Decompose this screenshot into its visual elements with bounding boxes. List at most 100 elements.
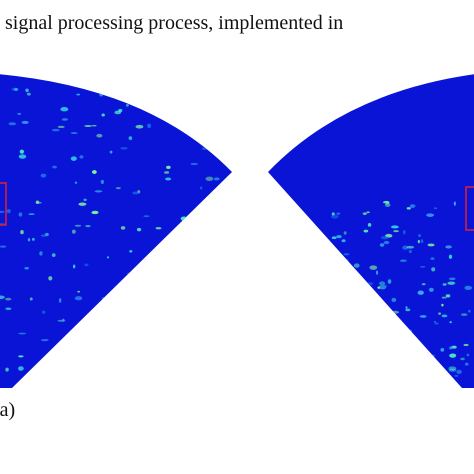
speckle <box>137 371 142 374</box>
speckle <box>440 348 445 352</box>
speckle <box>74 224 82 227</box>
speckle <box>368 297 377 300</box>
speckle <box>41 234 47 237</box>
speckle <box>369 265 378 270</box>
speckle <box>127 272 134 275</box>
speckle <box>404 359 409 363</box>
speckle <box>114 295 121 298</box>
speckle <box>50 75 56 79</box>
speckle <box>29 297 33 301</box>
speckle <box>203 127 208 132</box>
speckle <box>135 124 144 129</box>
speckle <box>343 253 350 256</box>
speckle <box>368 287 373 293</box>
speckle <box>402 245 409 250</box>
speckle <box>176 294 183 298</box>
speckle <box>83 345 87 351</box>
speckle <box>204 142 211 147</box>
speckle <box>403 352 411 357</box>
speckle <box>466 353 470 357</box>
speckle <box>37 378 41 381</box>
speckle <box>164 171 170 174</box>
speckle <box>39 251 43 256</box>
speckle <box>61 118 69 121</box>
speckle <box>194 320 202 324</box>
speckle <box>336 212 341 215</box>
speckle <box>17 112 22 115</box>
panel-label: (a) <box>0 399 15 421</box>
speckle <box>8 122 17 126</box>
speckle <box>341 239 346 243</box>
speckle <box>339 382 347 387</box>
speckle <box>406 245 415 249</box>
speckle <box>24 266 30 270</box>
speckle <box>210 349 215 352</box>
roi-box <box>465 186 474 231</box>
speckle <box>407 355 415 358</box>
speckle <box>359 319 363 324</box>
speckle <box>66 370 74 375</box>
speckle <box>420 349 429 354</box>
speckle <box>407 360 414 363</box>
speckle <box>443 380 452 383</box>
speckle <box>121 280 129 286</box>
speckle <box>86 78 91 83</box>
speckle <box>52 165 57 169</box>
speckle <box>326 282 335 286</box>
speckle <box>213 177 220 181</box>
speckle <box>138 91 144 93</box>
speckle <box>165 177 172 181</box>
speckle <box>222 251 225 255</box>
speckle <box>200 141 208 145</box>
speckle <box>152 295 160 298</box>
speckle <box>368 376 375 381</box>
speckle <box>74 296 83 301</box>
speckle <box>0 245 7 248</box>
speckle <box>71 229 76 234</box>
speckle <box>420 239 424 244</box>
speckle <box>343 231 347 235</box>
speckle <box>180 241 184 245</box>
speckle <box>464 285 473 290</box>
speckle <box>359 313 367 318</box>
speckle <box>129 96 136 101</box>
speckle <box>434 322 439 325</box>
speckle <box>220 272 223 276</box>
speckle <box>364 299 373 303</box>
speckle <box>217 323 224 327</box>
speckle <box>433 207 438 210</box>
speckle <box>357 358 365 361</box>
speckle <box>5 367 9 372</box>
speckle <box>445 245 452 249</box>
speckle <box>201 147 208 151</box>
speckle <box>384 202 391 208</box>
speckle <box>330 214 339 219</box>
speckle <box>94 190 103 193</box>
speckle <box>118 95 126 99</box>
speckle <box>344 327 353 331</box>
speckle <box>445 294 451 298</box>
speckle <box>380 236 389 240</box>
speckle <box>336 235 342 239</box>
speckle <box>205 176 214 182</box>
speckle <box>224 340 230 343</box>
speckle <box>464 362 469 366</box>
speckle <box>167 341 171 346</box>
speckle <box>369 331 376 335</box>
speckle <box>419 349 422 352</box>
speckle <box>91 124 97 127</box>
speckle <box>374 328 379 333</box>
speckle <box>387 321 394 326</box>
speckle <box>417 239 420 244</box>
speckle <box>428 354 435 358</box>
radar-image-left <box>0 74 232 388</box>
speckle <box>382 306 389 309</box>
speckle <box>328 268 337 274</box>
speckle <box>113 335 118 339</box>
speckle <box>132 191 140 195</box>
speckle <box>172 254 180 259</box>
speckle <box>449 277 456 281</box>
speckle <box>405 306 408 309</box>
speckle <box>327 296 334 301</box>
